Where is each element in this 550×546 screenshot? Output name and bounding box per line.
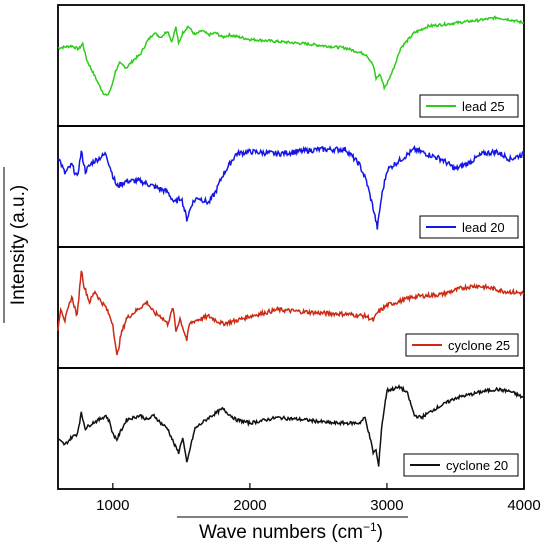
x-tick-3000: 3000 xyxy=(370,483,404,514)
legend-box xyxy=(419,215,519,239)
legend-lead-20: lead 20 xyxy=(419,215,519,239)
legend-label: lead 20 xyxy=(462,220,505,235)
x-tick-label: 2000 xyxy=(233,497,266,514)
panel-cyclone-20: cyclone 20 xyxy=(57,367,525,490)
legend-label: cyclone 25 xyxy=(448,338,510,353)
x-tick-label: 4000 xyxy=(507,497,540,514)
x-tick-label: 3000 xyxy=(370,497,403,514)
series-line-lead-25 xyxy=(57,15,525,96)
panel-lead-20: lead 20 xyxy=(57,125,525,248)
series-line-lead-20 xyxy=(57,144,525,230)
x-axis: 1000 2000 3000 4000 xyxy=(96,483,541,514)
legend-box xyxy=(405,333,519,357)
x-axis-title-group: Wave numbers (cm−1) xyxy=(177,516,408,543)
x-tick-1000: 1000 xyxy=(96,483,130,514)
x-axis-title-superscript: −1 xyxy=(363,520,377,534)
x-tick-label: 1000 xyxy=(96,497,129,514)
y-axis-title: Intensity (a.u.) xyxy=(8,185,29,305)
panel-frame xyxy=(57,367,525,490)
panels-group: lead 25 lead 20 cyclone 25 xyxy=(57,4,525,490)
legend-box xyxy=(419,94,519,118)
legend-box xyxy=(403,453,519,477)
x-axis-title-close: ) xyxy=(377,522,383,543)
x-tick-4000: 4000 xyxy=(507,483,541,514)
legend-cyclone-25: cyclone 25 xyxy=(405,333,519,357)
panel-lead-25: lead 25 xyxy=(57,4,525,127)
legend-cyclone-20: cyclone 20 xyxy=(403,453,519,477)
legend-lead-25: lead 25 xyxy=(419,94,519,118)
series-line-cyclone-25 xyxy=(57,270,525,356)
x-axis-title-main: Wave numbers (cm xyxy=(199,522,363,543)
x-axis-title: Wave numbers (cm−1) xyxy=(199,520,383,543)
series-line-cyclone-20 xyxy=(58,384,525,467)
y-axis-title-group: Intensity (a.u.) xyxy=(3,167,29,323)
panel-cyclone-25: cyclone 25 xyxy=(57,246,525,369)
x-tick-2000: 2000 xyxy=(233,483,267,514)
legend-label: lead 25 xyxy=(462,99,505,114)
legend-label: cyclone 20 xyxy=(446,458,508,473)
